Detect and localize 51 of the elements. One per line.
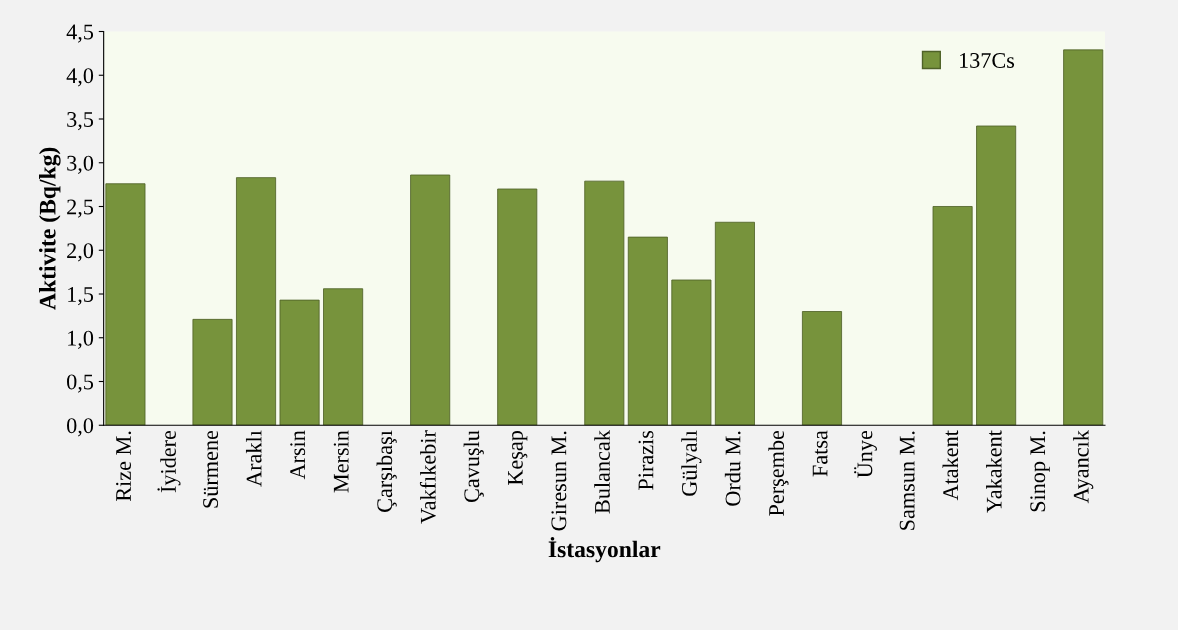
bar [1063, 49, 1104, 426]
y-tick-label: 1,0 [68, 330, 94, 349]
x-tick-label: Fatsa [812, 430, 828, 477]
bar [671, 279, 712, 426]
bar [236, 177, 277, 426]
y-tick-label: 3,0 [67, 155, 94, 174]
bar [105, 183, 146, 426]
y-tick-label: 0,0 [67, 418, 94, 437]
x-tick-label: Araklı [245, 430, 262, 487]
y-tick-label: 4,5 [66, 24, 94, 43]
x-tick-label: Atakent [942, 430, 959, 501]
bar [932, 206, 973, 426]
y-tick-label: 2,0 [67, 243, 94, 262]
x-tick-label: Ordu M. [724, 431, 741, 506]
bar [497, 188, 538, 426]
y-tick-label: 4,0 [66, 68, 94, 87]
y-tick-label: 1,5 [68, 287, 94, 306]
bar [714, 221, 755, 426]
bar [323, 288, 364, 426]
x-tick-label: Gülyalı [681, 430, 702, 496]
bar [410, 174, 451, 426]
x-tick-label: Mersin [333, 430, 349, 493]
x-tick-label: Bulancak [594, 430, 610, 514]
x-tick-label: Çavuşlu [463, 430, 484, 503]
x-tick-label: Samsun M. [899, 431, 915, 530]
legend-label: 137Cs [960, 53, 1015, 68]
x-tick-label: Perşembe [768, 430, 789, 516]
x-tick-label: Keşap [508, 430, 528, 486]
x-tick-label: İyidere [157, 430, 181, 493]
x-tick-label: Arsin [290, 430, 306, 480]
x-tick-label: Vakfıkebir [419, 430, 436, 524]
bar [976, 125, 1017, 426]
bar [279, 299, 320, 426]
x-tick-label: Giresun M. [551, 431, 567, 531]
x-tick-label: Ayancık [1073, 430, 1094, 504]
x-tick-label: Çarşıbaşı [376, 430, 397, 512]
x-tick-label: Ünye [854, 430, 877, 478]
x-axis-title: İstasyonlar [548, 536, 661, 563]
x-tick-label: Yakakent [986, 430, 1002, 513]
y-tick-label: 2,5 [67, 199, 94, 218]
bar [192, 318, 233, 426]
y-tick-label: 3,5 [67, 111, 94, 131]
y-tick-label: 0,5 [67, 374, 94, 393]
x-tick-label: Sürmene [203, 430, 219, 508]
bar [801, 311, 842, 426]
y-axis-title: Aktivite (Bq/kg) [39, 147, 61, 310]
x-tick-label: Rize M. [116, 431, 132, 502]
bar [584, 180, 625, 426]
bar [627, 236, 668, 426]
x-tick-label: Pirazis [638, 430, 654, 490]
x-tick-label: Sinop M. [1030, 431, 1050, 512]
